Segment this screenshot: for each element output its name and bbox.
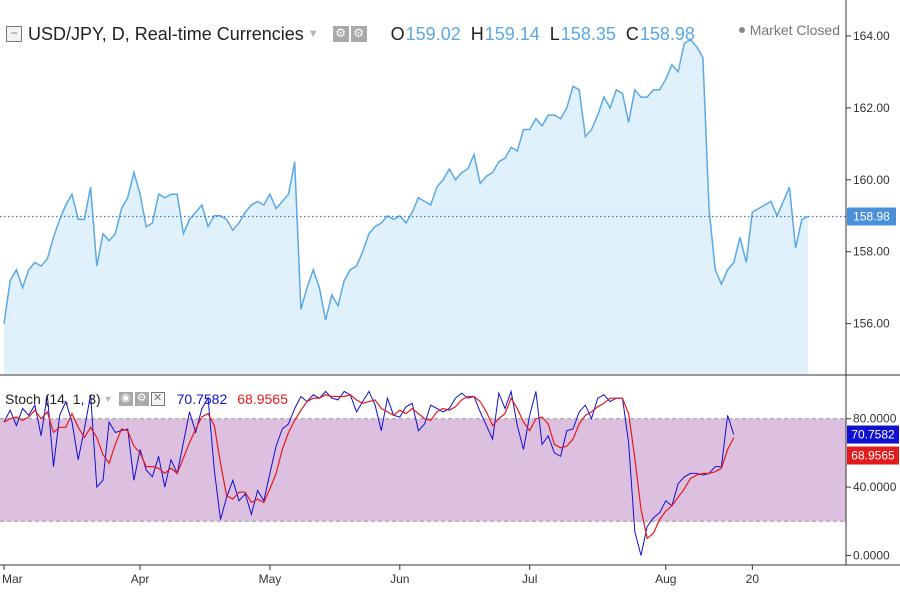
collapse-icon[interactable]: − [6,26,22,42]
last-price-label: 158.98 [847,207,896,226]
svg-text:70.7582: 70.7582 [851,428,895,442]
svg-text:158.98: 158.98 [853,209,890,223]
ohlc-low-key: L [549,23,560,44]
time-tick-label: Mar [2,572,23,586]
price-tick-label: 162.00 [853,101,890,115]
time-axis[interactable]: Mar Apr May Jun Jul Aug 20 [2,565,759,586]
gear-icon[interactable]: ⚙ [134,392,149,406]
settings-icon[interactable]: ⚙ [332,26,349,42]
stoch-legend[interactable]: Stoch (14, 1, 3) ▼ ◉ ⚙ ✕ 70.7582 68.9565 [5,389,288,409]
price-tick-label: 156.00 [853,317,890,331]
stoch-d-last-label: 68.9565 [847,446,899,465]
stoch-pane[interactable] [0,389,846,556]
svg-text:68.9565: 68.9565 [851,449,895,463]
eye-icon[interactable]: ◉ [118,392,133,406]
ohlc-high-key: H [470,23,484,44]
gear-icon[interactable]: ⚙ [350,26,367,42]
time-tick-label: Apr [131,572,150,586]
stoch-tick-label: 80.0000 [853,412,897,426]
chevron-down-icon[interactable]: ▼ [307,28,319,40]
stoch-d-line [3,394,735,540]
time-tick-label: 20 [746,572,760,586]
ohlc-high-value: 159.14 [484,23,540,44]
price-axis[interactable]: 164.00 162.00 160.00 158.00 156.00 [846,29,890,331]
ohlc-low-value: 158.35 [560,23,616,44]
price-line [3,38,809,324]
time-tick-label: Jul [522,572,537,586]
stoch-band [0,418,846,522]
stoch-d-value: 68.9565 [237,391,288,407]
stoch-axis[interactable]: 80.0000 40.0000 0.0000 [846,412,897,563]
stoch-k-value: 70.7582 [176,391,228,407]
time-tick-label: Aug [655,572,676,586]
stoch-title[interactable]: Stoch (14, 1, 3) [5,391,101,407]
ohlc-close-key: C [625,23,639,44]
market-status: Market Closed [738,22,840,38]
stoch-tick-label: 0.0000 [853,548,890,562]
market-status-text: Market Closed [749,22,840,38]
price-tick-label: 160.00 [853,173,890,187]
close-icon[interactable]: ✕ [150,392,165,406]
ohlc-close-value: 158.98 [639,23,695,44]
ohlc-open-key: O [390,23,405,44]
time-tick-label: May [259,572,282,586]
price-area-fill [4,39,808,374]
symbol-title[interactable]: USD/JPY, D, Real-time Currencies [28,23,304,44]
ohlc-open-value: 159.02 [405,23,461,44]
main-series-legend[interactable]: − USD/JPY, D, Real-time Currencies ▼ ⚙ ⚙… [6,21,695,47]
price-tick-label: 158.00 [853,245,890,259]
stoch-k-last-label: 70.7582 [847,425,899,444]
price-pane[interactable] [0,38,846,374]
status-dot-icon [738,27,745,33]
time-tick-label: Jun [390,572,409,586]
chevron-down-icon[interactable]: ▼ [103,394,113,404]
stoch-tick-label: 40.0000 [853,480,897,494]
price-tick-label: 164.00 [853,29,890,43]
